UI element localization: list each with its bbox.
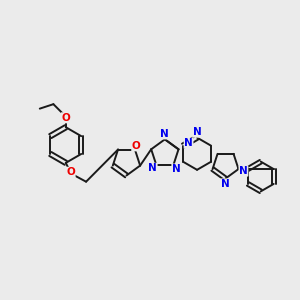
- Text: O: O: [66, 167, 75, 177]
- Text: N: N: [193, 127, 201, 137]
- Text: N: N: [239, 166, 248, 176]
- Text: N: N: [172, 164, 181, 174]
- Text: N: N: [160, 129, 169, 139]
- Text: O: O: [61, 113, 70, 123]
- Text: O: O: [132, 141, 140, 151]
- Text: N: N: [184, 138, 193, 148]
- Text: N: N: [221, 179, 230, 189]
- Text: N: N: [148, 163, 157, 173]
